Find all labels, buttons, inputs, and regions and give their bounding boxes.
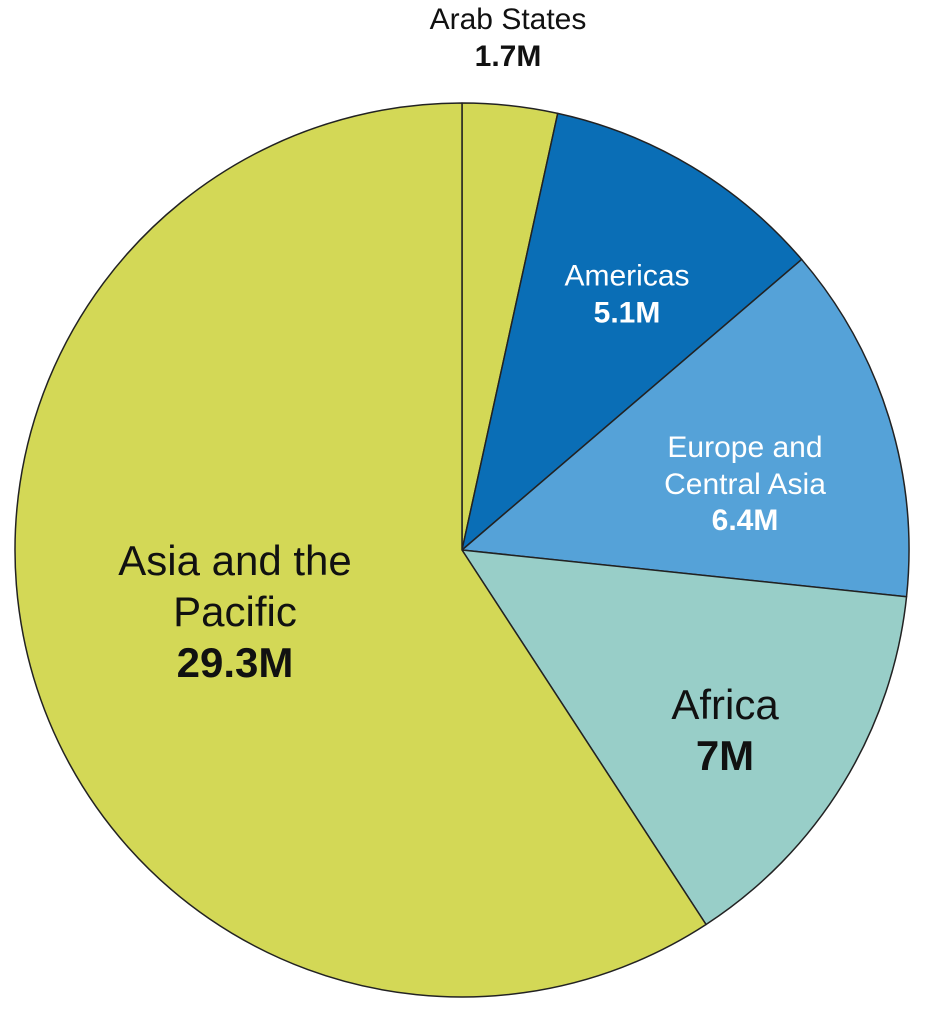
pie-slice [14, 102, 707, 998]
slice-value: 1.7M [474, 39, 542, 73]
pie-slice [461, 549, 908, 926]
pie-slice [461, 112, 803, 551]
slice-name: Africa [671, 680, 779, 728]
pie-slice [461, 258, 910, 598]
slice-name: Arab States [429, 3, 587, 36]
slice-label: Asia and the Pacific 29.3M [100, 535, 370, 689]
slice-label: Europe and Central Asia 6.4M [630, 430, 860, 540]
slice-name: Asia and the Pacific [118, 537, 352, 636]
slice-name: Europe and Central Asia [664, 431, 826, 501]
slice-label: Arab States 1.7M [430, 2, 587, 75]
slice-value: 29.3M [176, 639, 294, 687]
slice-value: 7M [695, 732, 755, 779]
slice-value: 6.4M [711, 504, 779, 538]
slice-label: Americas 5.1M [564, 258, 689, 331]
slice-value: 5.1M [593, 296, 661, 329]
slice-name: Americas [564, 259, 690, 293]
slice-label: Africa 7M [671, 679, 778, 781]
